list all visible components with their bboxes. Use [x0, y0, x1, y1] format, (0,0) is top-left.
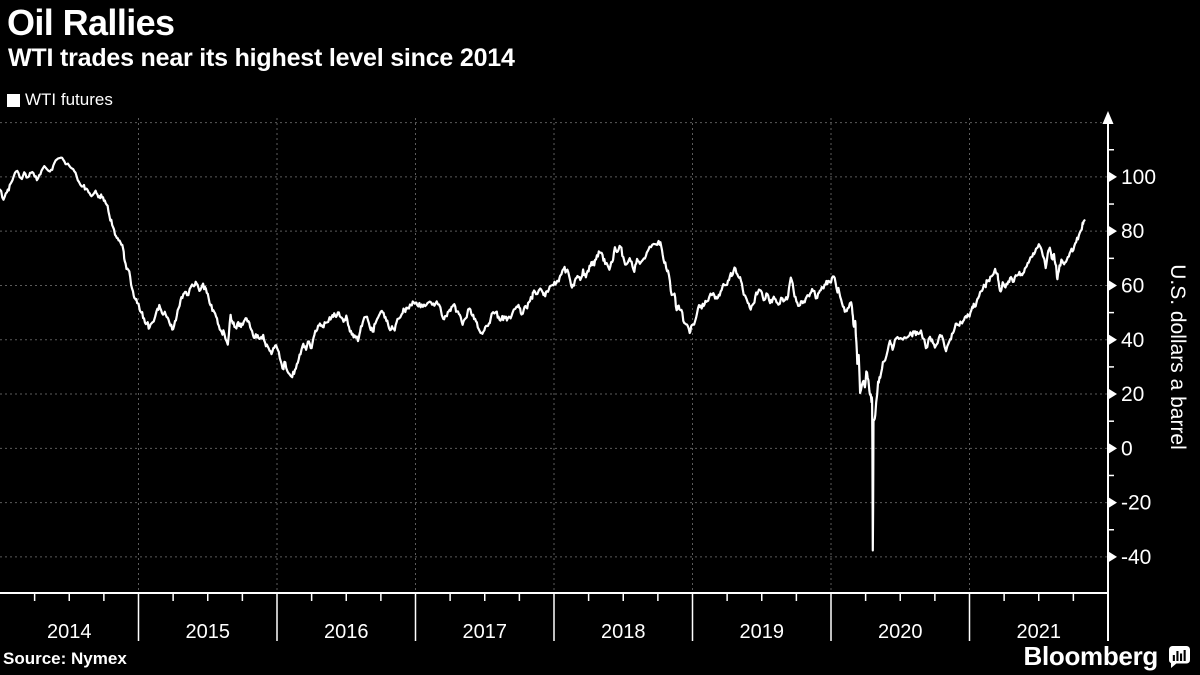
- x-tick-label: 2020: [878, 621, 923, 643]
- legend-label: WTI futures: [25, 90, 113, 109]
- legend: WTI futures: [7, 90, 113, 110]
- y-tick-label: 80: [1121, 220, 1144, 243]
- x-tick-label: 2019: [740, 621, 785, 643]
- y-tick-label: -40: [1121, 546, 1151, 569]
- bloomberg-wordmark: Bloomberg: [1023, 641, 1158, 671]
- y-tick-label: 0: [1121, 437, 1133, 460]
- y-tick-label: 40: [1121, 329, 1144, 352]
- y-axis-title: U.S. dollars a barrel: [1166, 264, 1189, 450]
- legend-swatch-icon: [7, 93, 20, 107]
- wti-futures-line: [0, 156, 1086, 552]
- y-tick-label: 60: [1121, 274, 1144, 297]
- x-tick-label: 2017: [463, 621, 508, 643]
- y-tick-marker: [1109, 334, 1117, 345]
- x-tick-label: 2014: [47, 621, 92, 643]
- y-tick-marker: [1109, 171, 1117, 182]
- x-tick-label: 2015: [186, 621, 231, 643]
- x-tick-label: 2018: [601, 621, 646, 643]
- y-axis-up-arrow-icon: [1102, 111, 1114, 124]
- source-label: Source: Nymex: [3, 649, 127, 668]
- bloomberg-chart-icon: [1169, 646, 1190, 668]
- y-tick-marker: [1109, 389, 1117, 400]
- y-tick-marker: [1109, 551, 1117, 562]
- y-tick-label: 100: [1121, 166, 1156, 189]
- chart-subtitle: WTI trades near its highest level since …: [8, 44, 515, 72]
- bloomberg-logo: Bloomberg: [1023, 641, 1192, 672]
- y-tick-marker: [1109, 226, 1117, 237]
- y-tick-label: -20: [1121, 492, 1151, 515]
- y-tick-label: 20: [1121, 383, 1144, 406]
- x-tick-label: 2021: [1017, 621, 1062, 643]
- y-tick-marker: [1109, 497, 1117, 508]
- y-tick-marker: [1109, 443, 1117, 454]
- y-tick-marker: [1109, 280, 1117, 291]
- x-tick-label: 2016: [324, 621, 369, 643]
- page-title: Oil Rallies: [7, 2, 175, 43]
